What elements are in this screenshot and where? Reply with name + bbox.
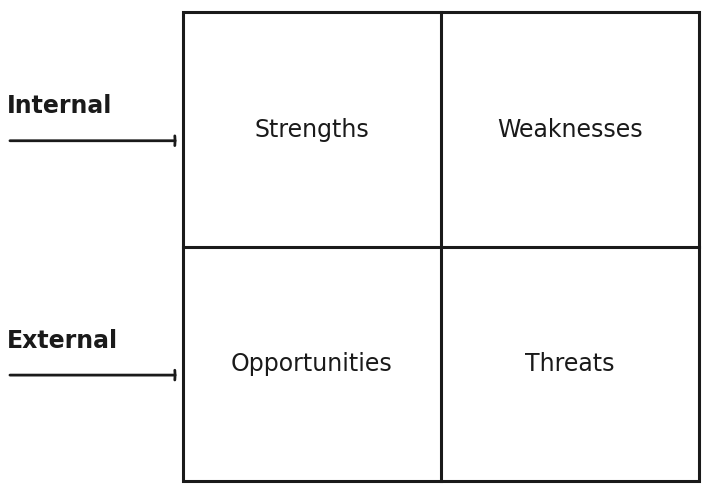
Text: Threats: Threats: [526, 352, 614, 376]
Text: Weaknesses: Weaknesses: [497, 118, 643, 141]
Text: External: External: [7, 329, 118, 353]
Text: Internal: Internal: [7, 94, 113, 119]
Bar: [183, 12, 699, 481]
Text: Opportunities: Opportunities: [231, 352, 393, 376]
Text: Strengths: Strengths: [255, 118, 369, 141]
